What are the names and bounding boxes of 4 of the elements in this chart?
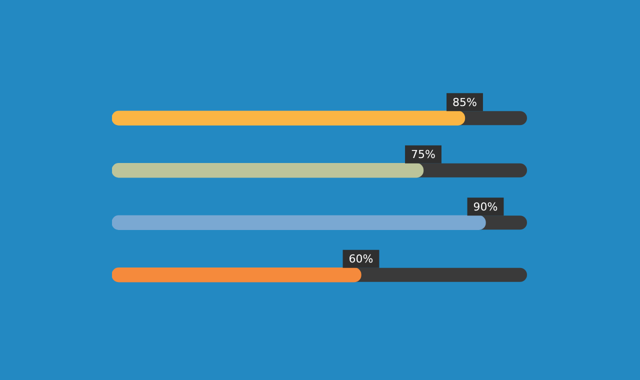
data-label: 75% <box>411 148 436 162</box>
data-label: 60% <box>348 252 374 266</box>
data-label: 85% <box>452 96 477 109</box>
data-label: 90% <box>473 200 498 214</box>
